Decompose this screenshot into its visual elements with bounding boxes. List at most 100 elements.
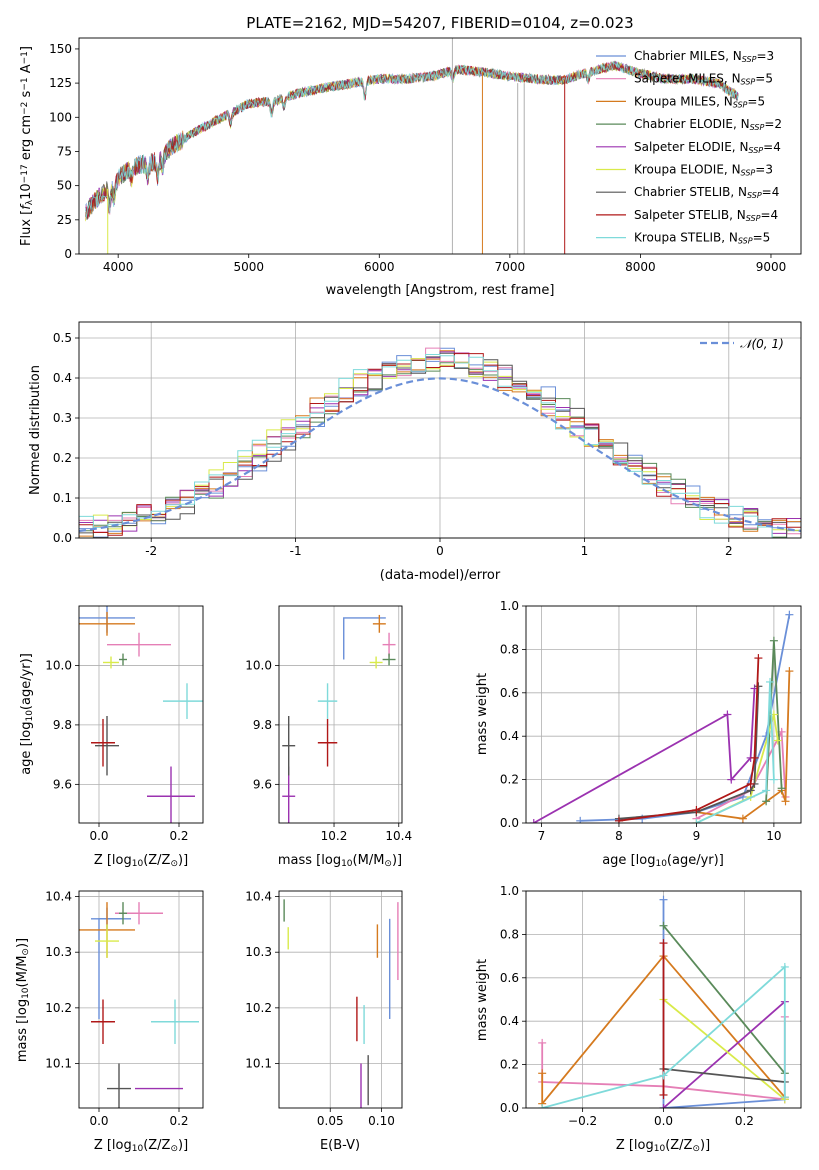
x-tick-label: 0 — [436, 544, 444, 558]
y-tick-label: 10.4 — [45, 890, 72, 904]
x-tick-label: 4000 — [103, 260, 134, 274]
y-axis-label: mass weight — [475, 959, 490, 1041]
y-tick-label: 10.0 — [245, 658, 272, 672]
weight-line — [695, 728, 787, 820]
legend-n-sub: SSP — [741, 78, 756, 87]
x-tick-label: 0.0 — [89, 829, 108, 843]
y-tick-label: 0.5 — [53, 331, 72, 345]
legend-entry: Chabrier STELIB, NSSP=4 — [634, 185, 779, 200]
x-axis-label-part: 10 — [132, 859, 144, 869]
legend-sep: , — [724, 163, 732, 177]
legend-entry: Chabrier ELODIE, NSSP=2 — [634, 117, 782, 132]
y-axis-label: Flux [fλ10−17 erg cm−2 s−1 A−1] — [19, 46, 35, 246]
x-axis-label: mass [log10(M/M⊙)] — [278, 853, 402, 869]
y-axis-label: mass weight — [475, 673, 490, 755]
legend-eq: = — [756, 49, 766, 63]
y-tick-label: 50 — [57, 179, 72, 193]
legend-name: Chabrier ELODIE — [634, 117, 733, 131]
legend-n-prefix: N — [733, 49, 742, 63]
legend-n-prefix: N — [732, 72, 741, 86]
axes-frame — [78, 321, 802, 539]
y-tick-label: 9.8 — [53, 718, 72, 732]
y-axis-label-part: A — [19, 64, 34, 77]
x-axis-label-part: age [log — [602, 853, 655, 868]
legend-eq: = — [747, 94, 757, 108]
axes-frame — [278, 890, 403, 1109]
legend-n-prefix: N — [741, 117, 750, 131]
errorbar-path — [98, 918, 131, 1019]
y-tick-label: 0.6 — [500, 971, 519, 985]
legend-n-sub: SSP — [747, 191, 762, 200]
x-axis-label-part: Z [log — [616, 1138, 654, 1153]
legend-sep: , — [724, 72, 732, 86]
weight-line — [662, 1001, 786, 1108]
x-axis-label-part: mass [log — [278, 853, 341, 868]
weight-line — [662, 998, 786, 1100]
legend-n-sub: SSP — [738, 237, 753, 246]
y-tick-label: 0.4 — [53, 371, 72, 385]
y-axis-label-part: −1 — [20, 77, 30, 90]
y-axis-label: mass [log10(M/M⊙)] — [15, 938, 31, 1062]
y-tick-label: 10.4 — [245, 890, 272, 904]
legend-eq: = — [755, 163, 765, 177]
plot-area-residuals — [79, 347, 801, 538]
x-axis-label-part: (M/M — [353, 853, 385, 868]
x-tick-label: 9 — [693, 829, 701, 843]
plot-area-age_vs_mass — [282, 614, 396, 823]
plot-area-massweight_vs_age — [529, 610, 794, 823]
x-axis-label-part: ⊙ — [170, 1144, 178, 1154]
x-axis-label-part: 10 — [341, 859, 353, 869]
x-axis-label-part: 10 — [655, 859, 667, 869]
axes-frame — [525, 890, 802, 1109]
plot-area-spectrum — [85, 38, 739, 254]
weight-line — [662, 925, 786, 1074]
plot-area-mass_vs_EBV — [283, 899, 399, 1108]
y-axis-label-part: age [log — [19, 722, 34, 775]
y-tick-label: 9.8 — [253, 718, 272, 732]
y-tick-label: 0.8 — [500, 927, 519, 941]
y-tick-label: 10.3 — [45, 945, 72, 959]
legend-name: Kroupa STELIB — [634, 231, 721, 245]
axes-age_vs_mass: 10.2 10.4 9.6 9.8 10.0 mass [log10(M/M⊙)] — [245, 605, 412, 869]
legend-n-prefix: N — [739, 140, 748, 154]
legend-eq: = — [764, 117, 774, 131]
x-axis-label-part: 10 — [132, 1144, 144, 1154]
legend-n-prefix: N — [737, 208, 746, 222]
x-axis-label-part: (Z/Z — [143, 853, 170, 868]
x-tick-label: 0.2 — [169, 829, 188, 843]
x-tick-label: 9000 — [756, 260, 787, 274]
y-tick-label: 100 — [49, 110, 72, 124]
legend-n-sub: SSP — [750, 123, 765, 132]
legend-sep: , — [725, 49, 733, 63]
y-axis-label: age [log10(age/yr)] — [19, 653, 35, 775]
x-tick-label: 10 — [766, 829, 781, 843]
legend-entry: 𝒩(0, 1) — [740, 337, 784, 351]
legend-n: 3 — [765, 163, 773, 177]
plot-area-mass_vs_Z — [79, 902, 199, 1108]
y-tick-label: 75 — [57, 144, 72, 158]
legend-sep: , — [716, 94, 724, 108]
x-tick-label: -1 — [290, 544, 302, 558]
y-axis-label-part: 10 — [25, 710, 35, 722]
y-tick-label: 0.4 — [500, 1014, 519, 1028]
x-axis-label: Z [log10(Z/Z⊙)] — [616, 1138, 710, 1154]
weight-line — [696, 681, 775, 823]
x-tick-label: 8 — [615, 829, 623, 843]
legend-n: 2 — [774, 117, 782, 131]
plot-area-age_vs_Z — [79, 606, 203, 823]
x-axis-label: Z [log10(Z/Z⊙)] — [94, 853, 188, 869]
legend-entry: Salpeter ELODIE, NSSP=4 — [634, 140, 781, 155]
x-axis-label-part: )] — [392, 853, 402, 868]
legend-eq: = — [763, 140, 773, 154]
y-tick-label: 10.1 — [245, 1056, 272, 1070]
x-axis-label: (data-model)/error — [380, 568, 501, 583]
y-tick-label: 0.0 — [53, 531, 72, 545]
y-axis-label-part: 10 — [19, 183, 34, 200]
legend-n: 4 — [771, 208, 779, 222]
y-axis-label-part: ⊙ — [21, 948, 31, 956]
axes-mass_vs_Z: 0.0 0.210.110.210.310.4Z [log10(Z/Z⊙)]mas… — [15, 890, 204, 1154]
x-tick-label: 6000 — [364, 260, 395, 274]
legend-n-prefix: N — [732, 163, 741, 177]
